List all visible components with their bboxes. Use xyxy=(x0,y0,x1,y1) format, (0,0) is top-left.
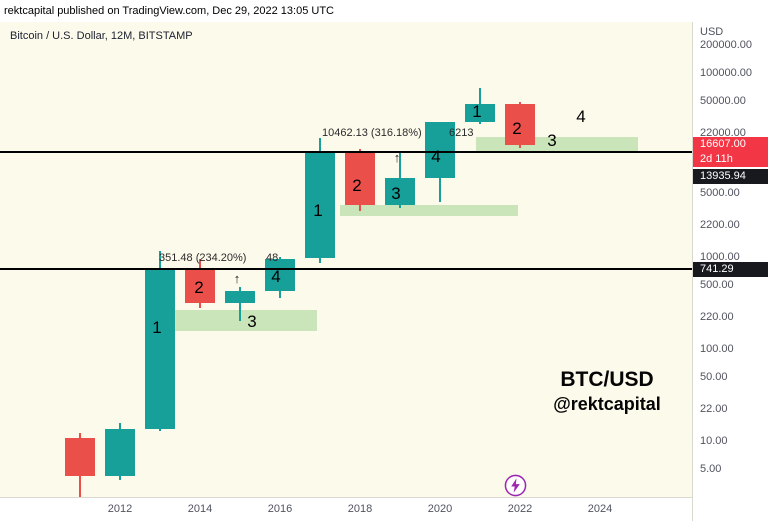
price-tick-label: 100.00 xyxy=(700,343,734,355)
price-tick-label: 50000.00 xyxy=(700,94,746,107)
badge-countdown: 2d 11h xyxy=(700,153,733,165)
candles-layer xyxy=(65,87,535,497)
year-tick-label: 2018 xyxy=(347,503,373,515)
badge-price: 741.29 xyxy=(700,263,734,275)
cycle-phase-label: 3 xyxy=(247,312,257,331)
time-axis: 2012 2014 2016 2018 2020 2022 2024 xyxy=(0,497,692,521)
price-level-lines-layer xyxy=(0,150,692,270)
candle-wick xyxy=(239,287,241,322)
price-level-line xyxy=(0,150,692,153)
price-tick-label: 1000.00 xyxy=(700,251,740,263)
year-tick-label: 2022 xyxy=(507,503,533,515)
candle-body xyxy=(225,290,255,303)
price-tick-label: 50.00 xyxy=(700,370,728,383)
candle-body xyxy=(465,103,495,123)
candle-body xyxy=(425,122,455,179)
badge-price: 16607.00 xyxy=(700,138,746,150)
chart-background xyxy=(0,22,692,497)
price-tick-label: 220.00 xyxy=(700,311,734,324)
price-tick-label: 5000.00 xyxy=(700,186,740,199)
price-tick-label: 2200.00 xyxy=(700,219,740,232)
candle-body xyxy=(345,151,375,205)
measure-annotation: 351.48 (234.20%) xyxy=(159,252,247,264)
price-tick-label: 100000.00 xyxy=(700,67,752,79)
cycle-phase-label: 1 xyxy=(472,102,482,121)
cycle-phase-label: 4 xyxy=(576,107,586,126)
accumulation-zone xyxy=(340,204,518,216)
measure-annotation: 6213 xyxy=(449,127,474,139)
candle-body xyxy=(145,268,175,430)
price-tick-label: 5.00 xyxy=(700,462,722,475)
year-tick-label: 2016 xyxy=(267,503,293,515)
cycle-phase-label: 2 xyxy=(512,119,522,138)
annotations-layer: 351.48 (234.20%) 48 10462.13 (316.18%) 6213… xyxy=(159,127,474,286)
price-level-line xyxy=(0,267,692,270)
candle-body xyxy=(185,268,215,303)
year-tick-label: 2014 xyxy=(187,503,213,515)
chart-area: 351.48 (234.20%) 48 10462.13 (316.18%) 6213… xyxy=(0,22,692,497)
cycle-phase-label: 1 xyxy=(152,318,162,337)
price-axis: USD 200000.00 100000.00 50000.00 22000.00 50… xyxy=(692,0,768,521)
watermark-handle: @rektcapital xyxy=(553,394,661,414)
year-tick-label: 2012 xyxy=(107,503,133,515)
accumulation-zone xyxy=(170,310,317,331)
cycle-phase-label: 2 xyxy=(352,176,362,195)
price-tick-label: 22000.00 xyxy=(700,127,746,140)
symbol-legend: Bitcoin / U.S. Dollar, 12M, BITSTAMP xyxy=(10,30,193,42)
boost-button[interactable] xyxy=(504,474,527,497)
price-tick-label: 200000.00 xyxy=(700,39,752,52)
candle-body xyxy=(65,437,95,476)
candle-body xyxy=(105,429,135,476)
up-arrow-icon: ↑ xyxy=(233,271,241,286)
current-price-badge: 16607.00 2d 11h xyxy=(693,137,768,167)
watermark-symbol: BTC/USD xyxy=(560,368,654,391)
level-price-badge: 13935.94 xyxy=(693,169,768,184)
up-arrow-icon: ↑ xyxy=(393,150,401,165)
candle-body xyxy=(265,258,295,291)
year-tick-label: 2020 xyxy=(427,503,453,515)
measure-annotation: 48 xyxy=(266,252,279,264)
measure-annotation: 10462.13 (316.18%) xyxy=(322,127,422,139)
cycle-phase-label: 2 xyxy=(194,278,204,297)
year-tick-label: 2024 xyxy=(587,503,613,515)
candle-body xyxy=(505,103,535,145)
cycle-phase-label: 4 xyxy=(431,147,441,166)
cycle-phase-label: 3 xyxy=(547,131,557,150)
lightning-icon xyxy=(511,478,520,493)
cycle-phase-label: 3 xyxy=(391,184,401,203)
candle-body xyxy=(305,151,335,259)
price-tick-label: 500.00 xyxy=(700,278,734,291)
candle-body xyxy=(385,178,415,205)
cycle-phase-label: 4 xyxy=(271,267,281,286)
price-tick-label: 10.00 xyxy=(700,435,728,447)
watermark: BTC/USD @rektcapital xyxy=(500,368,692,415)
axis-currency-label: USD xyxy=(700,26,724,38)
cycle-phase-label: 1 xyxy=(313,201,323,220)
publish-banner: rektcapital published on TradingView.com… xyxy=(0,0,768,22)
level-price-badge: 741.29 xyxy=(693,262,768,277)
price-tick-label: 22.00 xyxy=(700,403,728,416)
badge-price: 13935.94 xyxy=(700,170,746,182)
